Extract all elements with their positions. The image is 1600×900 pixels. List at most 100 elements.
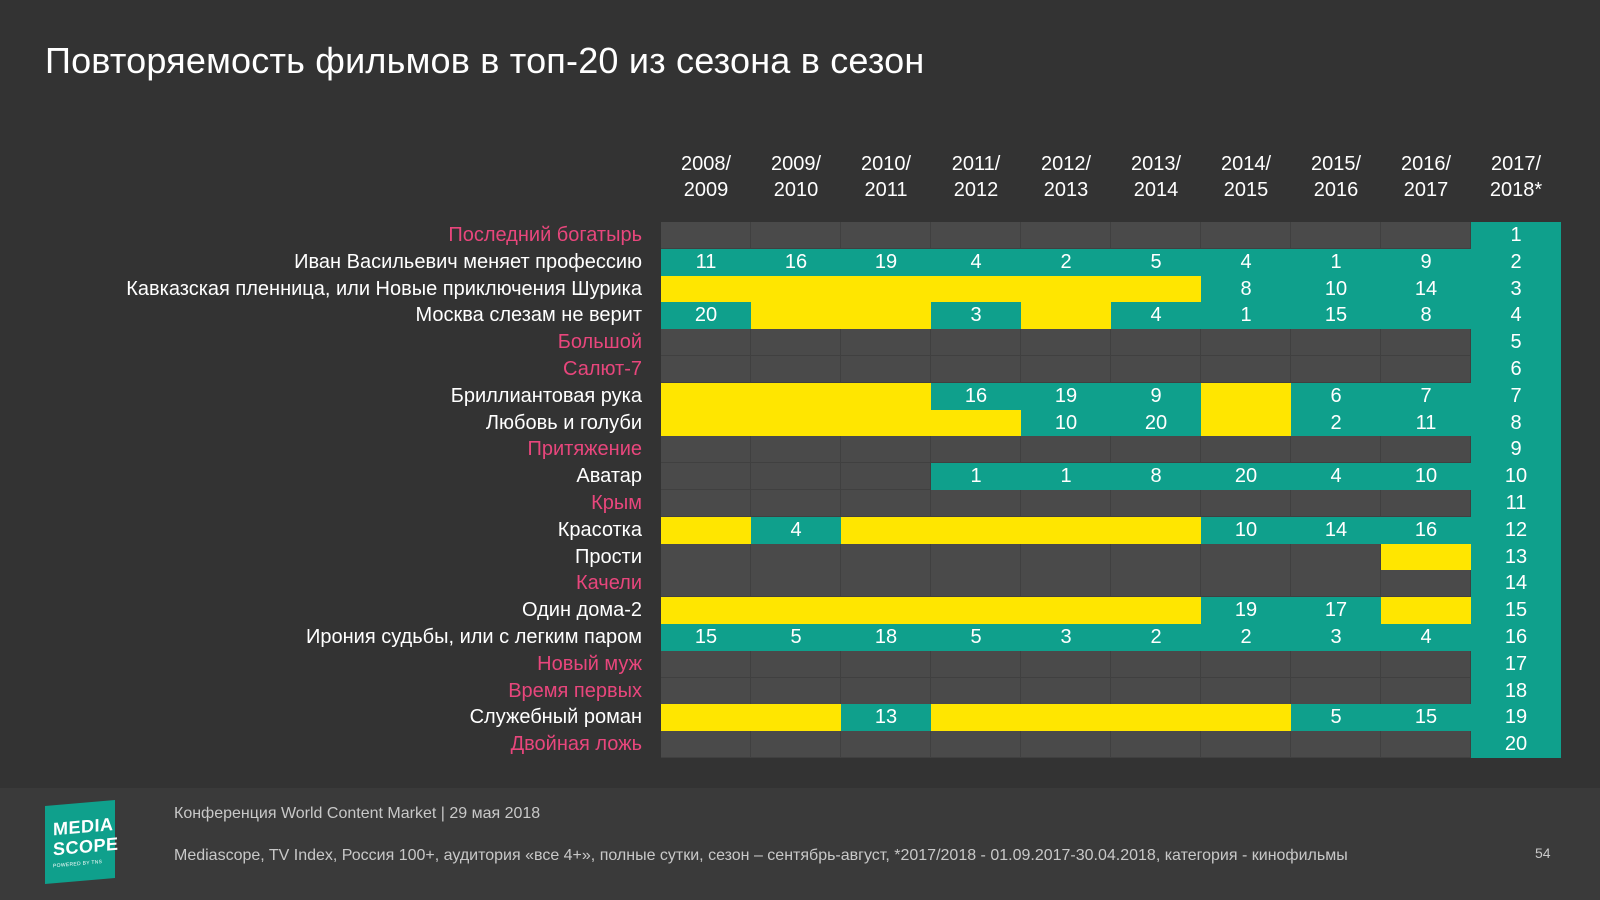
empty-cell <box>751 651 841 678</box>
rank-cell: 2 <box>1111 624 1201 651</box>
rank-cell: 8 <box>1381 302 1471 329</box>
empty-cell <box>841 490 931 517</box>
empty-cell <box>1381 329 1471 356</box>
empty-cell <box>1291 222 1381 249</box>
not-in-top-cell <box>1201 383 1291 410</box>
empty-cell <box>841 544 931 571</box>
empty-cell <box>1021 544 1111 571</box>
film-label: Кавказская пленница, или Новые приключен… <box>126 278 642 300</box>
rank-cell: 4 <box>1291 463 1381 490</box>
not-in-top-cell <box>1021 597 1111 624</box>
empty-cell <box>751 678 841 705</box>
empty-cell <box>661 329 751 356</box>
not-in-top-cell <box>931 410 1021 437</box>
empty-cell <box>1381 222 1471 249</box>
rank-cell: 4 <box>1111 302 1201 329</box>
rank-cell: 19 <box>841 249 931 276</box>
empty-cell <box>751 329 841 356</box>
film-label: Бриллиантовая рука <box>450 385 642 407</box>
not-in-top-cell <box>751 410 841 437</box>
empty-cell <box>751 544 841 571</box>
film-label: Служебный роман <box>469 706 642 728</box>
empty-cell <box>1291 544 1381 571</box>
empty-cell <box>1021 731 1111 758</box>
rank-cell-current: 7 <box>1471 383 1561 410</box>
rank-cell: 4 <box>1201 249 1291 276</box>
not-in-top-cell <box>841 276 931 303</box>
rank-cell: 17 <box>1291 597 1381 624</box>
season-header: 2011/ 2012 <box>951 153 1001 201</box>
empty-cell <box>1291 356 1381 383</box>
empty-cell <box>661 356 751 383</box>
not-in-top-cell <box>841 517 931 544</box>
empty-cell <box>1021 436 1111 463</box>
empty-cell <box>1291 570 1381 597</box>
empty-cell <box>1111 651 1201 678</box>
empty-cell <box>1111 356 1201 383</box>
empty-cell <box>661 651 751 678</box>
empty-cell <box>1381 356 1471 383</box>
rank-cell-current: 1 <box>1471 222 1561 249</box>
empty-cell <box>1201 436 1291 463</box>
empty-cell <box>1381 678 1471 705</box>
empty-cell <box>661 490 751 517</box>
empty-cell <box>1381 651 1471 678</box>
film-label: Салют-7 <box>563 358 642 380</box>
not-in-top-cell <box>841 383 931 410</box>
empty-cell <box>1111 570 1201 597</box>
empty-cell <box>1381 490 1471 517</box>
not-in-top-cell <box>841 410 931 437</box>
not-in-top-cell <box>931 517 1021 544</box>
not-in-top-cell <box>751 276 841 303</box>
film-label: Один дома-2 <box>521 599 642 621</box>
rank-cell-current: 16 <box>1471 624 1561 651</box>
rank-cell: 1 <box>931 463 1021 490</box>
film-label: Ирония судьбы, или с легким паром <box>306 626 642 648</box>
rank-cell: 10 <box>1381 463 1471 490</box>
not-in-top-cell <box>1021 302 1111 329</box>
rank-cell-current: 3 <box>1471 276 1561 303</box>
rank-cell: 9 <box>1381 249 1471 276</box>
empty-cell <box>751 490 841 517</box>
empty-cell <box>1291 678 1381 705</box>
empty-cell <box>1201 570 1291 597</box>
rank-cell: 16 <box>751 249 841 276</box>
rank-cell: 18 <box>841 624 931 651</box>
empty-cell <box>1111 490 1201 517</box>
empty-cell <box>1021 222 1111 249</box>
rank-cell-current: 13 <box>1471 544 1561 571</box>
season-header: 2017/ 2018* <box>1489 153 1543 201</box>
not-in-top-cell <box>1201 410 1291 437</box>
not-in-top-cell <box>661 383 751 410</box>
empty-cell <box>1111 329 1201 356</box>
film-label: Двойная ложь <box>510 733 642 755</box>
empty-cell <box>661 570 751 597</box>
empty-cell <box>751 436 841 463</box>
not-in-top-cell <box>1381 544 1471 571</box>
rank-cell-current: 12 <box>1471 517 1561 544</box>
rank-cell: 3 <box>1291 624 1381 651</box>
rank-cell-current: 6 <box>1471 356 1561 383</box>
empty-cell <box>931 570 1021 597</box>
empty-cell <box>841 329 931 356</box>
empty-cell <box>1291 651 1381 678</box>
not-in-top-cell <box>931 704 1021 731</box>
rank-cell: 10 <box>1291 276 1381 303</box>
film-label: Аватар <box>576 465 642 487</box>
rank-cell-current: 9 <box>1471 436 1561 463</box>
logo-text-powered: POWERED BY TNS <box>53 859 103 870</box>
rank-cell: 6 <box>1291 383 1381 410</box>
season-header: 2016/ 2017 <box>1400 153 1452 201</box>
rank-cell-current: 4 <box>1471 302 1561 329</box>
empty-cell <box>841 463 931 490</box>
rank-cell-current: 17 <box>1471 651 1561 678</box>
rank-cell: 11 <box>1381 410 1471 437</box>
rank-cell: 11 <box>661 249 751 276</box>
rank-cell: 3 <box>1021 624 1111 651</box>
rank-cell: 5 <box>1291 704 1381 731</box>
rank-cell: 7 <box>1381 383 1471 410</box>
footer-bar <box>0 788 1600 900</box>
empty-cell <box>931 651 1021 678</box>
not-in-top-cell <box>1021 517 1111 544</box>
rank-cell-current: 11 <box>1471 490 1561 517</box>
